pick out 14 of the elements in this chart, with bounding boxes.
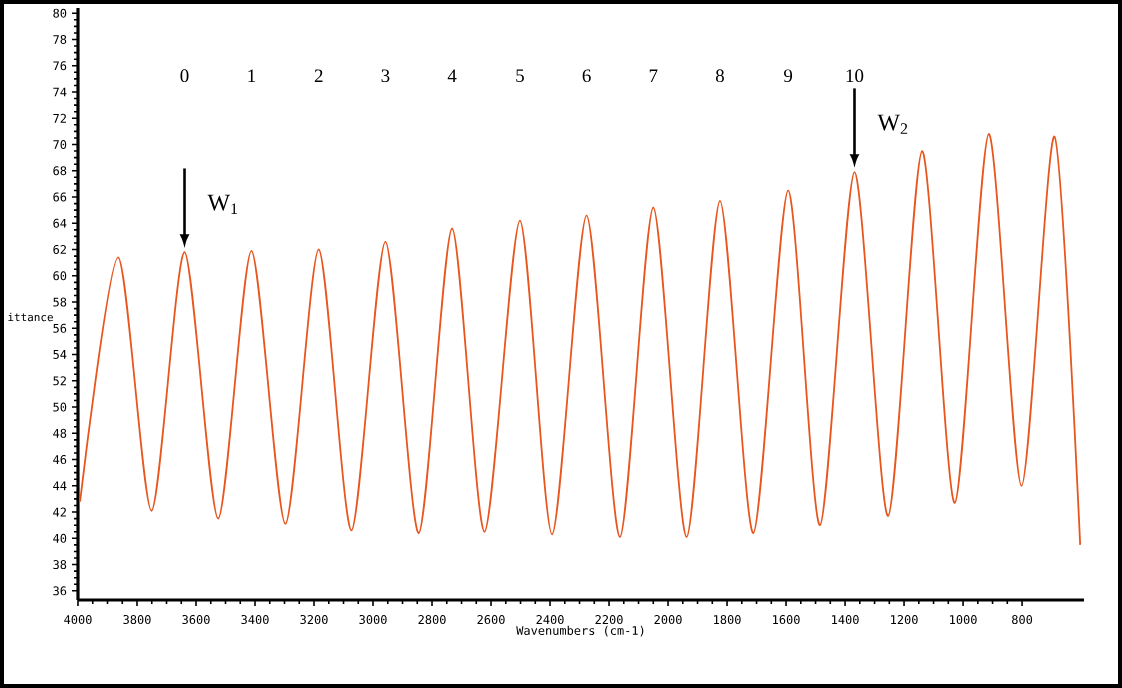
annotation: 4 (447, 69, 457, 82)
annotation: 3 (381, 69, 390, 83)
annotation: W$_{2}$ (877, 114, 908, 134)
annotation: 6 (582, 69, 591, 83)
annotation: 7 (649, 69, 658, 82)
annotation: 2 (314, 69, 323, 82)
annotation: 0 (180, 69, 189, 83)
annotation: 8 (715, 69, 724, 83)
annotation: 5 (516, 69, 524, 83)
annotation: W$_{1}$ (207, 194, 238, 214)
annotation: 1 (248, 69, 256, 82)
annotation: 10 (846, 69, 864, 83)
annotation: 9 (784, 69, 793, 83)
line-series (79, 133, 1082, 546)
